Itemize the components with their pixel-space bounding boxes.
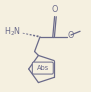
Text: H$_2$N: H$_2$N	[4, 26, 21, 38]
Text: Abs: Abs	[37, 65, 49, 71]
Text: O: O	[68, 31, 74, 40]
Text: O: O	[51, 5, 58, 14]
FancyBboxPatch shape	[32, 62, 53, 74]
